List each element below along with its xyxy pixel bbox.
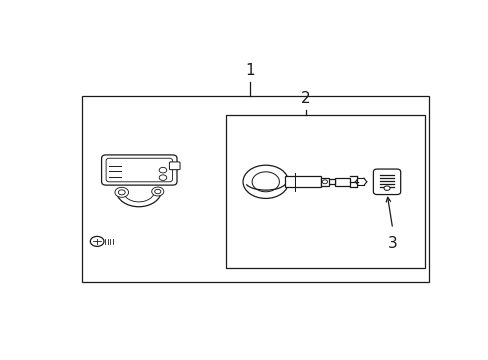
FancyBboxPatch shape	[102, 155, 177, 185]
Circle shape	[115, 187, 128, 197]
Bar	[325, 179, 335, 184]
Bar	[321, 180, 325, 184]
Circle shape	[154, 189, 161, 194]
Circle shape	[322, 180, 327, 184]
Text: 1: 1	[244, 63, 254, 78]
Text: 2: 2	[300, 91, 310, 105]
Bar	[82, 96, 428, 282]
Circle shape	[159, 167, 166, 173]
Circle shape	[252, 172, 279, 192]
Bar	[285, 176, 321, 187]
Bar	[225, 115, 424, 268]
Circle shape	[151, 187, 163, 196]
Circle shape	[159, 175, 166, 180]
Text: 3: 3	[387, 236, 397, 251]
FancyBboxPatch shape	[373, 169, 400, 194]
Circle shape	[243, 165, 288, 198]
FancyBboxPatch shape	[106, 158, 172, 182]
FancyBboxPatch shape	[169, 162, 180, 170]
Circle shape	[383, 186, 389, 190]
Circle shape	[118, 190, 125, 195]
Bar	[335, 177, 349, 186]
Bar	[321, 178, 328, 186]
Circle shape	[90, 237, 104, 246]
